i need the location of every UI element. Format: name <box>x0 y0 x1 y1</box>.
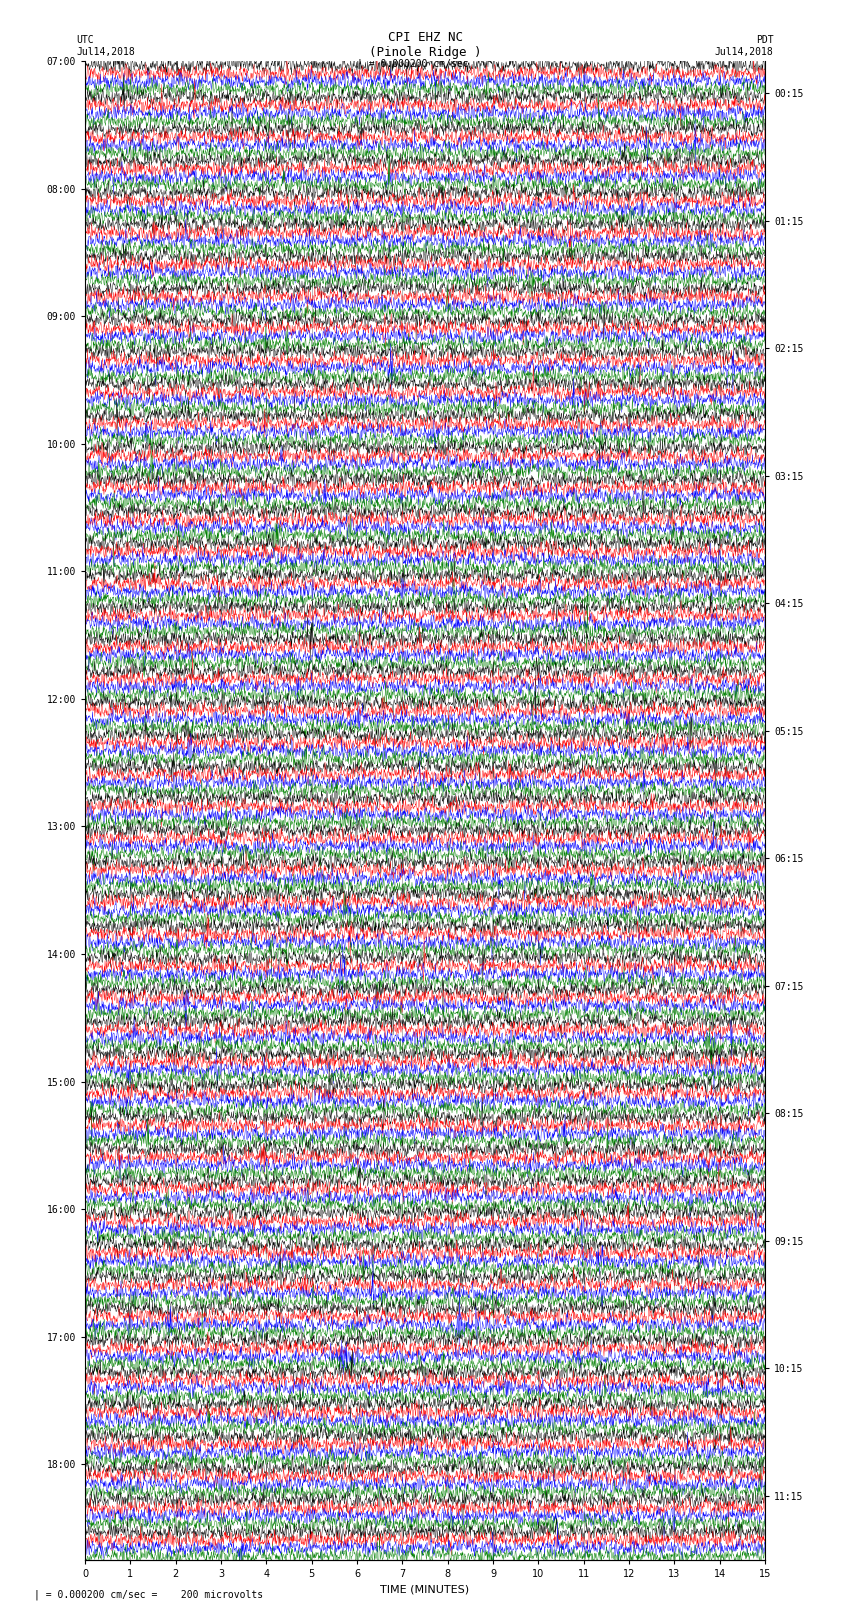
Text: UTC
Jul14,2018: UTC Jul14,2018 <box>76 35 135 56</box>
Text: | = 0.000200 cm/sec =    200 microvolts: | = 0.000200 cm/sec = 200 microvolts <box>34 1589 264 1600</box>
Text: PDT
Jul14,2018: PDT Jul14,2018 <box>715 35 774 56</box>
Text: | = 0.000200 cm/sec: | = 0.000200 cm/sec <box>357 58 468 69</box>
Title: CPI EHZ NC
(Pinole Ridge ): CPI EHZ NC (Pinole Ridge ) <box>369 31 481 58</box>
X-axis label: TIME (MINUTES): TIME (MINUTES) <box>381 1584 469 1594</box>
